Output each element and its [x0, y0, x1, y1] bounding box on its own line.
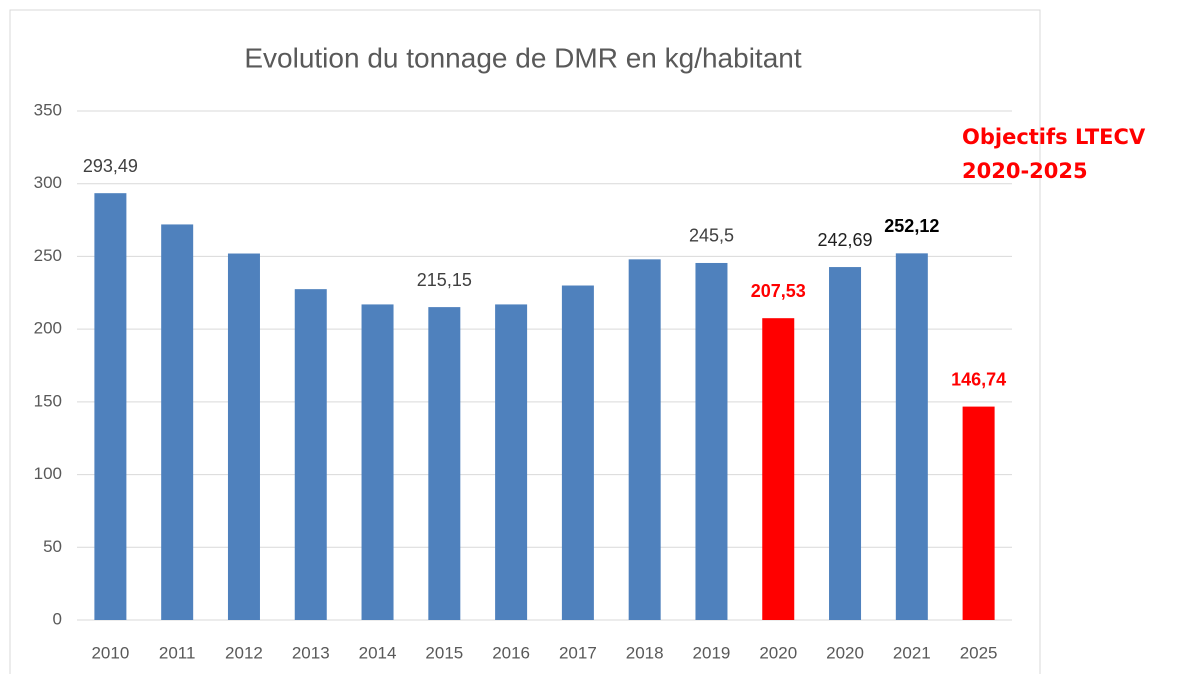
annotation: Objectifs LTECV — [962, 125, 1146, 149]
y-tick-label: 150 — [34, 391, 62, 410]
x-tick-label: 2016 — [492, 643, 530, 662]
bar — [294, 289, 327, 620]
y-tick-label: 200 — [34, 319, 62, 338]
x-tick-label: 2015 — [425, 643, 463, 662]
bar — [361, 304, 394, 620]
x-tick-label: 2013 — [292, 643, 330, 662]
bar — [561, 285, 594, 620]
bar — [495, 304, 528, 620]
x-tick-label: 2014 — [359, 643, 397, 662]
value-label: 146,74 — [951, 369, 1006, 389]
value-label: 293,49 — [83, 156, 138, 176]
x-tick-label: 2017 — [559, 643, 597, 662]
bar — [695, 262, 728, 620]
bar — [428, 307, 461, 620]
x-tick-label: 2010 — [91, 643, 129, 662]
bar — [227, 253, 260, 620]
bar — [94, 193, 127, 620]
x-tick-label: 2020 — [826, 643, 864, 662]
x-tick-label: 2020 — [759, 643, 797, 662]
bar — [628, 259, 661, 620]
value-label: 215,15 — [417, 270, 472, 290]
bar — [962, 406, 995, 620]
bar — [762, 318, 795, 620]
annotation: 2020-2025 — [962, 159, 1088, 183]
x-tick-label: 2019 — [693, 643, 731, 662]
bar — [895, 253, 928, 620]
y-tick-label: 100 — [34, 464, 62, 483]
value-label: 242,69 — [818, 230, 873, 250]
bar — [829, 267, 862, 620]
x-tick-label: 2025 — [960, 643, 998, 662]
y-tick-label: 250 — [34, 246, 62, 265]
y-tick-label: 50 — [43, 537, 62, 556]
x-tick-label: 2021 — [893, 643, 931, 662]
chart-title: Evolution du tonnage de DMR en kg/habita… — [244, 42, 801, 73]
x-tick-label: 2018 — [626, 643, 664, 662]
bar — [161, 224, 194, 621]
y-tick-label: 0 — [53, 609, 62, 628]
value-label: 207,53 — [751, 281, 806, 301]
x-tick-label: 2011 — [159, 643, 196, 662]
y-tick-label: 300 — [34, 173, 62, 192]
value-label: 245,5 — [689, 226, 734, 246]
x-tick-label: 2012 — [225, 643, 263, 662]
value-label: 252,12 — [884, 216, 939, 236]
y-tick-label: 350 — [34, 100, 62, 119]
